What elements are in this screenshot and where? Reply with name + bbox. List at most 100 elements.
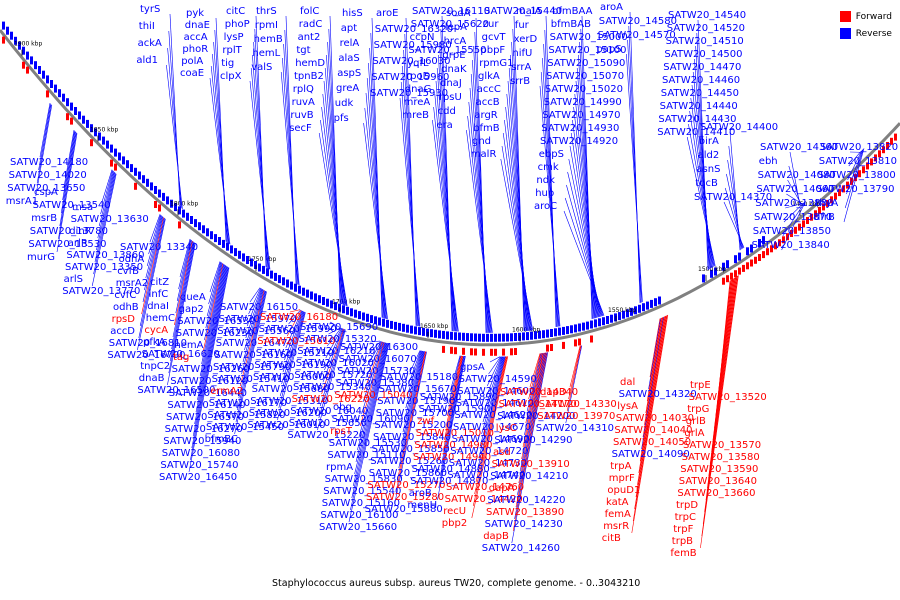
gene-label: SATW20_16090 [332,414,410,425]
gene-leader-line [474,31,488,333]
gene-label: SATW20_15790 [213,362,291,373]
gene-label: hemA [174,340,203,351]
gene-label: cmk [538,162,559,173]
gene-leader-line [513,15,525,332]
gene-leader-line [286,310,302,337]
reverse-gene-block [654,298,657,307]
gene-leader-line [277,312,306,421]
gene-label: aspS [337,68,361,79]
reverse-gene-block [650,299,653,308]
gene-label: rpmG1 [479,58,513,69]
forward-gene-block [838,189,841,197]
gene-label: SATW20_15830 [325,474,403,485]
gene-leader-line [359,342,385,427]
gene-label: SATW20_15840 [373,432,451,443]
forward-gene-block [894,133,897,141]
gene-label: SATW20_13890 [486,507,564,518]
map-title: Staphylococcus aureus subsp. aureus TW20… [272,578,641,589]
gene-leader-line [144,216,163,291]
gene-label: SATW20_16080 [162,448,240,459]
reverse-gene-block [26,51,29,60]
forward-gene-block [866,162,869,170]
gene-leader-line [641,316,664,450]
gene-label: SATW20_16620 [142,349,220,360]
gene-leader-line [401,351,424,445]
tick-label: 1500 kbp [698,266,726,273]
forward-gene-block [870,158,873,166]
reverse-gene-block [474,333,477,342]
gene-label: SATW20_14460 [662,75,740,86]
forward-gene-block [734,270,737,278]
gene-leader-line [190,267,229,461]
forward-gene-block [794,226,797,234]
gene-label: srrA [511,62,531,73]
reverse-gene-block [634,306,637,315]
gene-leader-line [63,129,75,188]
reverse-gene-block [46,75,49,84]
gene-label: SATW20_15890 [420,392,498,403]
gene-label: folC [300,6,319,17]
gene-label: SATW20_16570 [166,412,244,423]
gene-label: SATW20_14050 [613,437,691,448]
gene-label: dal [620,377,635,388]
reverse-gene-block [438,330,441,339]
reverse-gene-block [22,46,25,55]
gene-leader-line [328,327,341,335]
gene-label: SATW20_15270 [367,480,445,491]
gene-leader-line [139,217,165,327]
gene-leader-line [512,352,548,532]
gene-leader-line [242,289,264,363]
gene-label: SATW20_16200 [249,408,327,419]
gene-label: SATW20_16530 [177,316,255,327]
gene-leader-line [397,351,426,481]
gene-label: SATW20_13640 [679,476,757,487]
tick-label: 1900 kbp [14,41,42,48]
gene-label: SATW20_14260 [482,543,560,554]
reverse-gene-block [746,247,749,256]
forward-gene-block [22,61,25,69]
gene-label: SATW20_13540 [33,200,111,211]
gene-label: cvfB [117,266,139,277]
reverse-gene-block [442,330,445,339]
gene-label: SATW20_15040 [334,390,412,401]
gene-leader-line [528,353,541,400]
gene-leader-line [519,352,545,472]
forward-gene-block [578,338,581,346]
gene-leader-line [358,342,386,439]
gene-leader-line [176,239,192,302]
gene-label: gcvT [482,32,507,43]
reverse-gene-block [162,192,165,201]
forward-gene-block [786,233,789,241]
gene-label: malA [516,6,542,17]
gene-label: SATW20_15200 [374,420,452,431]
gene-leader-line [146,215,162,267]
gene-label: SATW20_14620 [454,410,532,421]
gene-label: SATW20_16140 [167,400,245,411]
gene-leader-line [404,350,423,421]
legend-label-reverse: Reverse [855,28,892,39]
gene-label: tig [221,58,234,69]
forward-gene-block [454,347,457,355]
gene-leader-line [405,17,417,326]
reverse-gene-block [446,331,449,340]
gene-leader-line [179,238,191,278]
gene-label: SATW20_14040 [614,425,692,436]
gene-label: dnaJ [440,78,462,89]
gene-leader-line [477,356,506,471]
gene-label: SATW20_15440 [484,6,562,17]
gene-label: bfmBC [205,434,238,445]
gene-label: SATW20_14590 [459,374,537,385]
reverse-gene-block [314,293,317,302]
gene-label: dnaK [441,64,467,75]
gene-leader-line [167,243,196,386]
gene-leader-line [58,132,77,240]
gene-leader-line [171,241,194,350]
forward-gene-block [846,181,849,189]
forward-gene-block [758,254,761,261]
gene-leader-line [539,85,561,327]
reverse-gene-block [550,329,553,337]
gene-leader-line [524,353,543,436]
gene-label: SATW20_16120 [170,376,248,387]
gene-leader-line [649,318,661,378]
gene-label: SATW20_14090 [612,449,690,460]
